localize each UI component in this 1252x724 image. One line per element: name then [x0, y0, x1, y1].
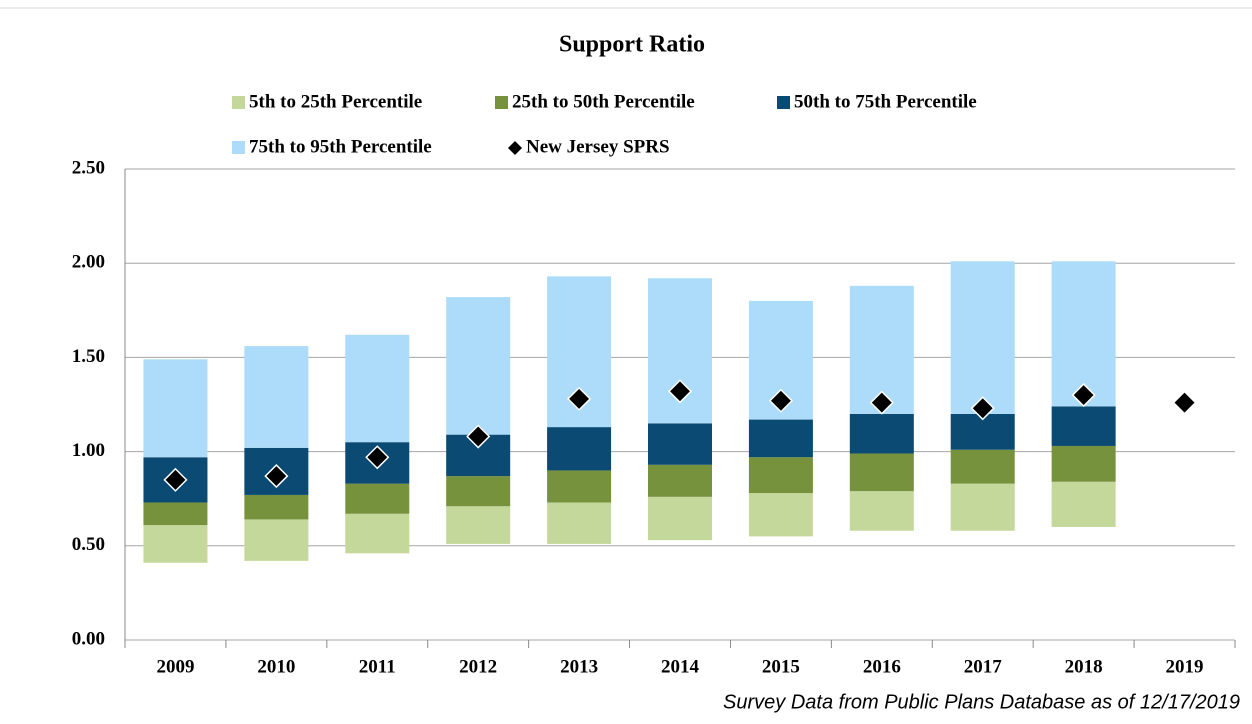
bar-segment [748, 457, 813, 494]
marker [1172, 390, 1197, 415]
bar-segment [143, 359, 208, 458]
bar-segment [1051, 406, 1116, 446]
bar-segment [849, 413, 914, 454]
bar-segment [748, 419, 813, 458]
legend-label: 25th to 50th Percentile [512, 91, 695, 112]
footnote: Survey Data from Public Plans Database a… [723, 691, 1240, 713]
bar-segment [950, 449, 1015, 484]
x-tick-label: 2011 [359, 656, 396, 677]
bar-segment [547, 470, 612, 503]
marker [567, 386, 592, 411]
bar-segment [143, 502, 208, 526]
bar-segment [244, 519, 309, 561]
legend-swatch [508, 141, 522, 155]
bar-segment [244, 346, 309, 448]
marker [365, 445, 390, 470]
y-tick-label: 1.50 [72, 346, 105, 367]
bar-segment [345, 513, 410, 554]
bar-segment [849, 491, 914, 531]
bar-segment [244, 494, 309, 520]
bar-segment [648, 464, 712, 497]
legend-label: 75th to 95th Percentile [249, 136, 432, 157]
bar-segment [143, 525, 208, 563]
x-tick-label: 2016 [863, 656, 901, 677]
marker [869, 390, 894, 415]
y-tick-label: 0.00 [72, 628, 105, 649]
bar-segment [547, 427, 612, 471]
x-tick-label: 2018 [1065, 656, 1103, 677]
bar-segment [547, 502, 612, 544]
x-tick-label: 2009 [156, 656, 194, 677]
bar-segment [849, 453, 914, 492]
marker [264, 464, 289, 489]
chart-title: Support Ratio [559, 32, 705, 58]
x-tick-label: 2015 [762, 656, 800, 677]
bar-segment [1051, 481, 1116, 527]
bar-segment [950, 261, 1015, 414]
x-tick-label: 2019 [1166, 656, 1204, 677]
bar-segment [446, 297, 511, 435]
legend-swatch [232, 141, 245, 154]
legend-label: New Jersey SPRS [526, 136, 670, 157]
bar-segment [446, 506, 511, 544]
bar-segment [446, 476, 511, 507]
y-tick-label: 0.50 [72, 534, 105, 555]
bar-segment [345, 334, 410, 443]
legend-swatch [232, 96, 245, 109]
bar-segment [748, 493, 813, 537]
bar-segment [1051, 261, 1116, 407]
marker [163, 467, 188, 492]
bar-segment [345, 483, 410, 514]
marker [970, 396, 995, 421]
bar-segment [1051, 445, 1116, 482]
legend-swatch [495, 96, 508, 109]
bar-segment [648, 496, 712, 541]
x-tick-label: 2012 [459, 656, 497, 677]
legend-label: 50th to 75th Percentile [794, 91, 977, 112]
y-tick-label: 2.00 [72, 252, 105, 273]
y-tick-label: 1.00 [72, 440, 105, 461]
legend-swatch [777, 96, 790, 109]
y-tick-label: 2.50 [72, 157, 105, 178]
x-tick-label: 2013 [560, 656, 598, 677]
marker [466, 424, 491, 449]
x-tick-label: 2010 [257, 656, 295, 677]
marker [1071, 383, 1096, 408]
legend-label: 5th to 25th Percentile [249, 91, 422, 112]
x-tick-label: 2014 [661, 656, 700, 677]
bar-segment [648, 423, 712, 465]
bar-segment [950, 483, 1015, 531]
marker [768, 388, 793, 413]
marker [667, 379, 693, 404]
x-tick-label: 2017 [964, 656, 1003, 677]
